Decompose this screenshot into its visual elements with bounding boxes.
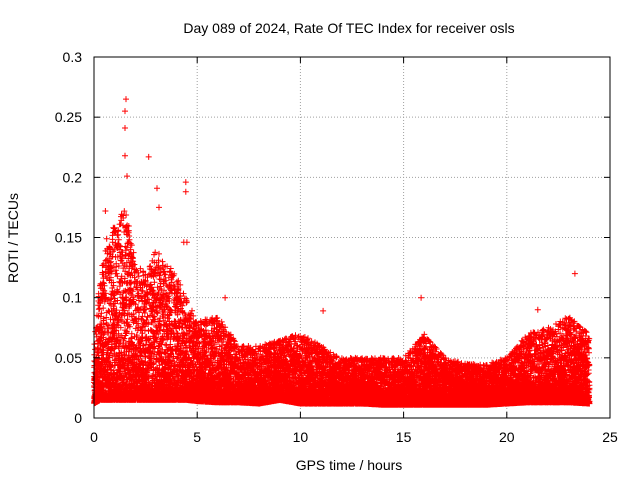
x-tick-label: 25 — [602, 429, 618, 445]
y-tick-label: 0.2 — [63, 169, 83, 185]
y-tick-label: 0.15 — [55, 230, 82, 246]
y-tick-label: 0 — [74, 410, 82, 426]
y-tick-label: 0.1 — [63, 290, 83, 306]
chart-title: Day 089 of 2024, Rate Of TEC Index for r… — [183, 20, 514, 36]
x-tick-label: 15 — [396, 429, 412, 445]
x-tick-label: 20 — [499, 429, 515, 445]
x-tick-label: 5 — [193, 429, 201, 445]
y-tick-label: 0.3 — [63, 49, 83, 65]
tick-labels: 0 5 10 15 20 25 0 0.05 0.1 0.15 0.2 0.25 0.3 — [55, 49, 618, 445]
x-tick-label: 0 — [90, 429, 98, 445]
axis-ticks — [93, 56, 611, 419]
x-tick-label: 10 — [293, 429, 309, 445]
y-tick-label: 0.05 — [55, 350, 82, 366]
x-axis-label: GPS time / hours — [296, 457, 403, 473]
y-axis-label: ROTI / TECUs — [5, 193, 21, 283]
y-tick-label: 0.25 — [55, 109, 82, 125]
